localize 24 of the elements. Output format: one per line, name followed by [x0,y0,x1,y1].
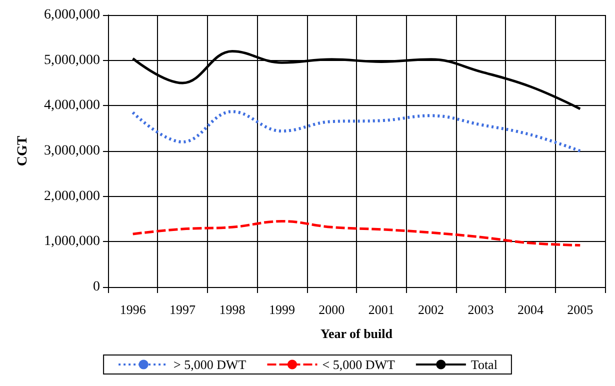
x-tick-label: 1997 [170,302,196,317]
y-tick-label: 4,000,000 [44,98,100,114]
legend-label: > 5,000 DWT [174,357,246,372]
y-tick-label: 3,000,000 [44,144,100,158]
y-tick-label: 1,000,000 [44,234,100,250]
line-series [131,110,582,152]
x-tick-label: 2000 [318,302,345,317]
y-tick-label: 0 [93,280,100,294]
x-tick-label: 1999 [268,302,295,317]
x-tick-label: 1998 [219,302,246,317]
x-tick-label: 2003 [468,302,494,317]
x-tick-label: 2002 [418,302,444,317]
y-tick-label: 2,000,000 [44,188,100,204]
line-series [132,220,582,247]
x-tick-label: 1996 [120,302,146,317]
y-axis-title: CGT [16,135,30,166]
y-tick-label: 6,000,000 [44,8,100,22]
legend-label: Total [470,357,498,372]
x-tick-label: 2001 [368,302,394,317]
legend-label: < 5,000 DWT [322,357,395,372]
x-tick-label: 2005 [567,302,594,317]
x-axis-title: Year of build [320,326,394,341]
x-tick-label: 2004 [517,302,544,317]
y-tick-label: 5,000,000 [44,52,100,68]
